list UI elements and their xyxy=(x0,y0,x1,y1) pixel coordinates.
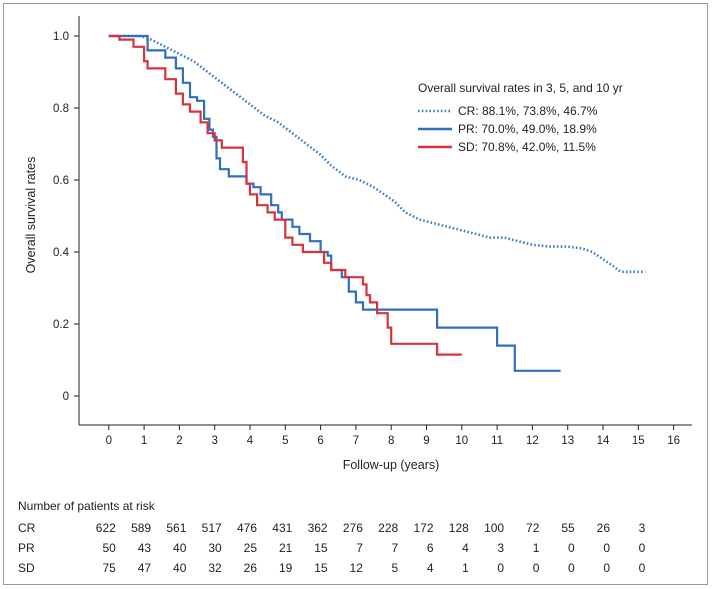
risk-value: 1 xyxy=(533,541,540,555)
x-tick-label: 16 xyxy=(667,435,680,447)
risk-value: 55 xyxy=(561,521,575,535)
figure-frame xyxy=(3,3,708,585)
risk-value: 276 xyxy=(343,521,363,535)
legend: Overall survival rates in 3, 5, and 10 y… xyxy=(418,81,623,154)
risk-value: 0 xyxy=(603,561,610,575)
y-tick-label: 0.2 xyxy=(53,319,69,331)
risk-value: 21 xyxy=(279,541,293,555)
risk-value: 0 xyxy=(533,561,540,575)
y-tick-label: 0.8 xyxy=(53,103,69,115)
risk-value: 4 xyxy=(427,561,434,575)
risk-value: 12 xyxy=(350,561,364,575)
risk-value: 43 xyxy=(138,541,152,555)
x-tick-label: 0 xyxy=(106,435,112,447)
risk-value: 7 xyxy=(392,541,399,555)
x-tick-label: 7 xyxy=(353,435,359,447)
risk-value: 0 xyxy=(639,561,646,575)
x-tick-label: 1 xyxy=(141,435,147,447)
risk-value: 172 xyxy=(413,521,433,535)
x-axis-title: Follow-up (years) xyxy=(343,458,440,472)
y-ticks: 0 0.2 0.4 0.6 0.8 1.0 xyxy=(53,31,79,403)
risk-value: 0 xyxy=(639,541,646,555)
risk-value: 5 xyxy=(392,561,399,575)
risk-value: 26 xyxy=(244,561,258,575)
y-tick-label: 0.6 xyxy=(53,175,69,187)
risk-value: 25 xyxy=(244,541,258,555)
risk-value: 47 xyxy=(138,561,152,575)
axes xyxy=(78,16,692,426)
risk-value: 228 xyxy=(378,521,398,535)
legend-label-pr: PR: 70.0%, 49.0%, 18.9% xyxy=(458,122,597,136)
legend-label-sd: SD: 70.8%, 42.0%, 11.5% xyxy=(458,140,596,154)
risk-value: 6 xyxy=(427,541,434,555)
risk-value: 431 xyxy=(272,521,292,535)
x-tick-label: 14 xyxy=(597,435,610,447)
risk-value: 75 xyxy=(102,561,116,575)
risk-value: 3 xyxy=(639,521,646,535)
risk-table: Number of patients at risk CR 622 589 561 51… xyxy=(18,499,646,575)
risk-value: 362 xyxy=(308,521,328,535)
risk-value: 3 xyxy=(497,541,504,555)
risk-value: 15 xyxy=(314,541,328,555)
risk-value: 100 xyxy=(484,521,504,535)
x-tick-label: 5 xyxy=(282,435,288,447)
risk-value: 15 xyxy=(314,561,328,575)
x-tick-label: 15 xyxy=(632,435,645,447)
x-tick-label: 11 xyxy=(491,435,503,447)
risk-value: 561 xyxy=(166,521,186,535)
risk-value: 0 xyxy=(568,561,575,575)
x-tick-label: 9 xyxy=(423,435,429,447)
risk-value: 589 xyxy=(131,521,151,535)
x-tick-label: 8 xyxy=(388,435,394,447)
risk-value: 50 xyxy=(102,541,116,555)
risk-value: 40 xyxy=(173,541,187,555)
x-tick-label: 13 xyxy=(561,435,574,447)
risk-table-title: Number of patients at risk xyxy=(18,499,156,513)
risk-value: 1 xyxy=(462,561,469,575)
x-tick-label: 6 xyxy=(317,435,323,447)
risk-value: 0 xyxy=(603,541,610,555)
x-ticks: 0 1 2 3 4 5 6 7 8 9 10 11 12 13 14 15 16 xyxy=(106,425,680,447)
x-tick-label: 3 xyxy=(211,435,217,447)
risk-row-label-sd: SD xyxy=(18,561,35,575)
risk-value: 26 xyxy=(597,521,611,535)
risk-value: 72 xyxy=(526,521,540,535)
risk-value: 0 xyxy=(497,561,504,575)
legend-title: Overall survival rates in 3, 5, and 10 y… xyxy=(418,81,623,95)
risk-value: 622 xyxy=(96,521,116,535)
y-tick-label: 0 xyxy=(63,391,69,403)
risk-row-label-cr: CR xyxy=(18,521,36,535)
risk-value: 517 xyxy=(202,521,222,535)
x-tick-label: 4 xyxy=(247,435,254,447)
curve-cr xyxy=(108,34,646,274)
survival-curves xyxy=(108,34,646,372)
x-tick-label: 2 xyxy=(176,435,182,447)
risk-value: 476 xyxy=(237,521,257,535)
x-tick-label: 12 xyxy=(526,435,539,447)
risk-value: 4 xyxy=(462,541,469,555)
risk-value: 32 xyxy=(208,561,222,575)
y-tick-label: 0.4 xyxy=(53,247,70,259)
curve-sd xyxy=(108,34,462,356)
risk-value: 7 xyxy=(356,541,363,555)
legend-label-cr: CR: 88.1%, 73.8%, 46.7% xyxy=(458,104,598,118)
risk-row-label-pr: PR xyxy=(18,541,35,555)
x-tick-label: 10 xyxy=(455,435,468,447)
y-tick-label: 1.0 xyxy=(53,31,69,43)
risk-value: 0 xyxy=(568,541,575,555)
risk-value: 128 xyxy=(449,521,469,535)
y-axis-title: Overall survival rates xyxy=(24,157,38,274)
risk-value: 40 xyxy=(173,561,187,575)
risk-value: 19 xyxy=(279,561,293,575)
curve-pr xyxy=(108,34,561,372)
risk-value: 30 xyxy=(208,541,222,555)
